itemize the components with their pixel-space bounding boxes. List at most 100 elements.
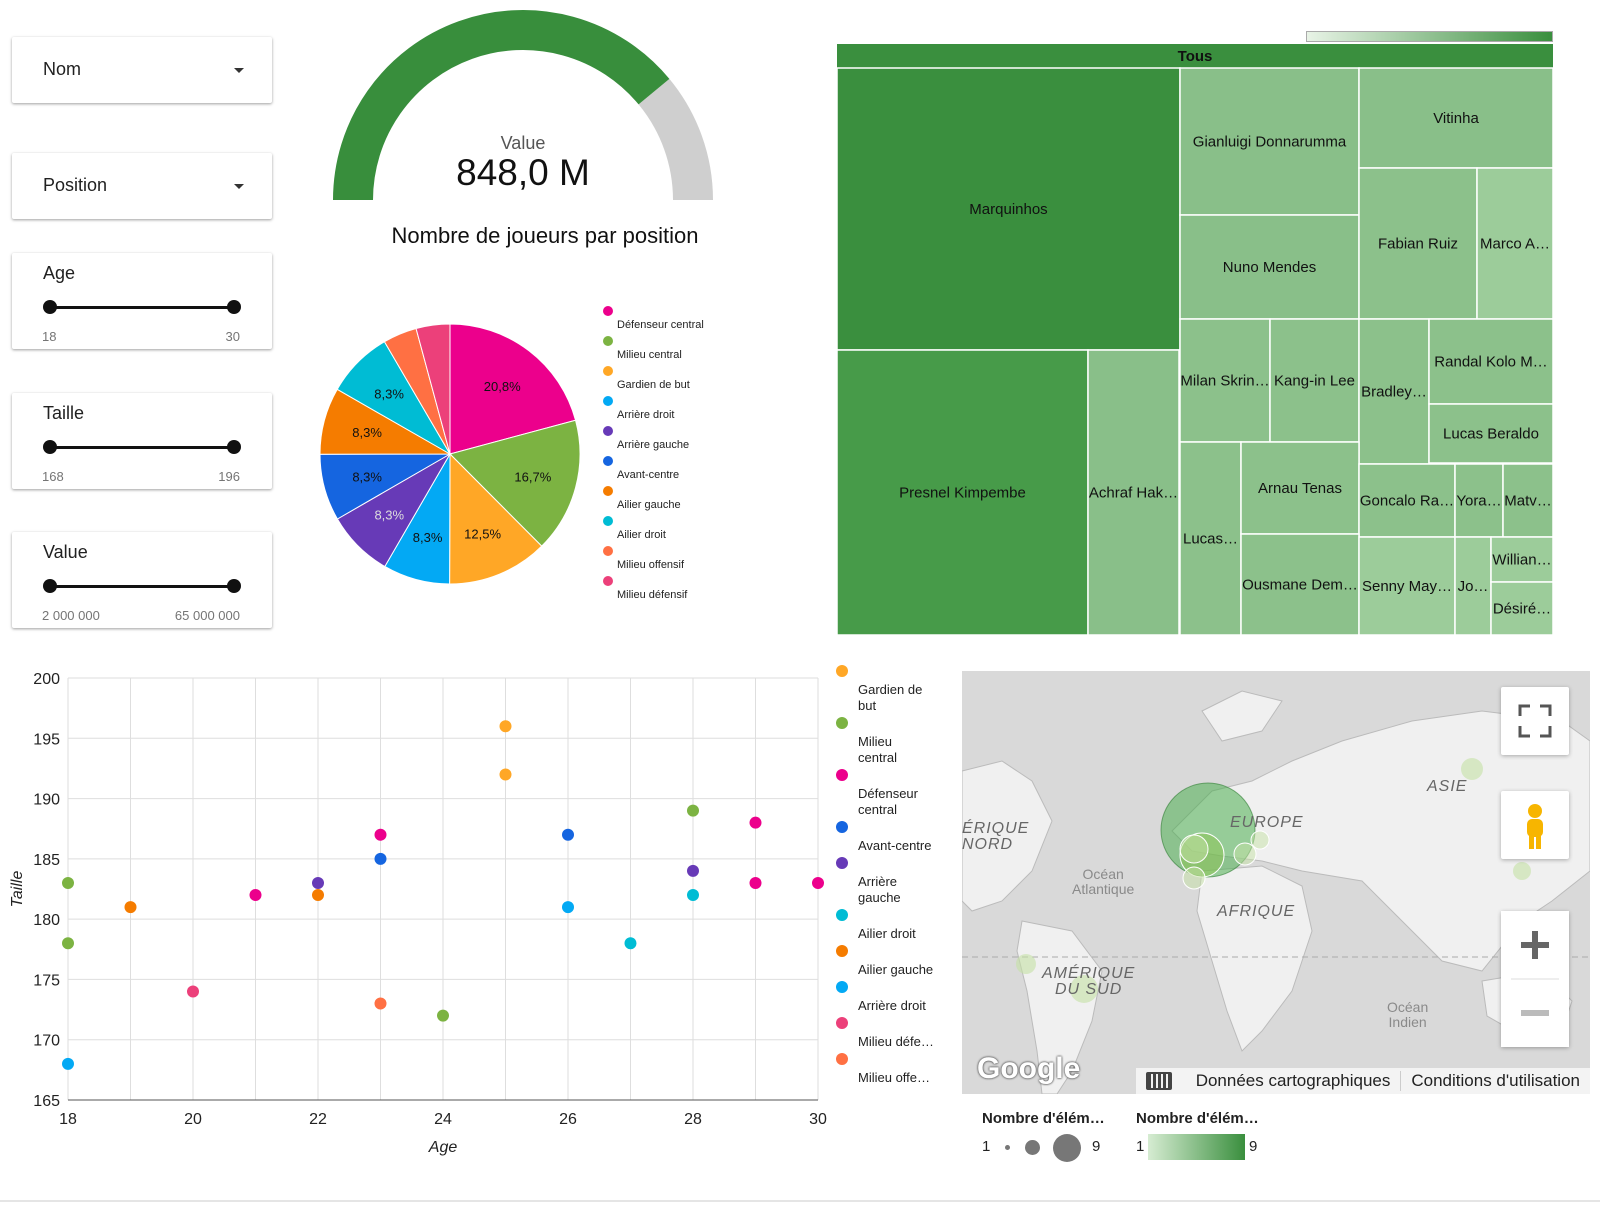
map[interactable]: EUROPE ASIE AFRIQUE ÉRIQUE NORD AMÉRIQUE… (962, 671, 1590, 1094)
scatter-legend-marker-4 (836, 857, 848, 869)
map-data-link[interactable]: Données cartographiques (1195, 1071, 1391, 1090)
taille-slider-max-handle[interactable] (227, 440, 241, 454)
scatter-point-4-0[interactable] (312, 876, 324, 889)
treemap-cell-label-9: Kang-in Lee (1274, 373, 1355, 390)
treemap-header[interactable] (837, 44, 1553, 68)
treemap-cell-17[interactable] (1502, 463, 1553, 538)
treemap-cell-13[interactable] (1179, 441, 1242, 635)
color-legend-max: 9 (1249, 1138, 1258, 1155)
age-slider-max: 30 (225, 329, 240, 344)
treemap-cell-12[interactable] (1428, 403, 1553, 464)
scatter-legend-label-3[interactable]: Avant-centre (858, 838, 931, 853)
pie-legend-label-3[interactable]: Arrière droit (617, 409, 674, 421)
scatter-point-6-0[interactable] (124, 901, 137, 914)
scatter-point-4-1[interactable] (687, 864, 699, 877)
treemap-cell-9[interactable] (1269, 318, 1360, 443)
scatter-point-2-4[interactable] (812, 876, 824, 889)
pie-slice-label-5: 8,3% (352, 469, 382, 484)
scatter-point-9-0[interactable] (374, 997, 387, 1010)
scatter-point-3-0[interactable] (374, 852, 387, 865)
scatter-legend-label-1[interactable]: Milieu central (858, 734, 897, 765)
treemap-cell-14[interactable] (1240, 441, 1360, 535)
scatter-legend-marker-1 (836, 717, 848, 729)
pie-slice-label-0: 20,8% (484, 379, 521, 394)
position-dropdown[interactable]: Position (12, 153, 272, 219)
scatter-legend-label-9[interactable]: Milieu offe… (858, 1070, 930, 1085)
scatter-point-0-1[interactable] (499, 768, 512, 781)
scatter-point-5-1[interactable] (624, 937, 637, 950)
scatter-point-7-0[interactable] (62, 1057, 74, 1070)
pie-legend-label-7[interactable]: Ailier droit (617, 529, 666, 541)
scatter-point-1-2[interactable] (437, 1009, 449, 1022)
age-taille-scatter: 165 170 175 180 185 190 195 200 18 20 22 24 26 28 30 Ag… (9, 665, 934, 1156)
treemap-cell-6[interactable] (1358, 167, 1478, 320)
scatter-legend-marker-9 (836, 1053, 848, 1065)
pie-legend-label-6[interactable]: Ailier gauche (617, 499, 681, 511)
treemap-cell-4[interactable] (1358, 67, 1553, 169)
zoom-out-button[interactable] (1501, 981, 1569, 1047)
pie-slice-2[interactable] (449, 452, 543, 585)
pie-legend-label-8[interactable]: Milieu offensif (617, 559, 685, 571)
pie-legend-label-4[interactable]: Arrière gauche (617, 439, 689, 451)
map-size-legend: 1 9 (982, 1134, 1112, 1162)
treemap-cell-10[interactable] (1358, 318, 1430, 465)
scatter-legend-label-2[interactable]: Défenseur central (858, 786, 919, 817)
scatter-point-0-0[interactable] (499, 720, 512, 733)
age-slider-min-handle[interactable] (43, 300, 57, 314)
scatter-point-2-1[interactable] (374, 828, 387, 841)
treemap-cell-18[interactable] (1240, 533, 1360, 635)
fullscreen-button[interactable] (1501, 687, 1569, 755)
taille-slider-track[interactable] (49, 446, 234, 449)
treemap-cell-5[interactable] (1179, 214, 1360, 320)
street-view-button[interactable] (1501, 791, 1569, 859)
scatter-point-1-1[interactable] (62, 937, 74, 950)
scatter-legend-label-7[interactable]: Arrière droit (858, 998, 926, 1013)
age-slider-max-handle[interactable] (227, 300, 241, 314)
scatter-point-2-2[interactable] (749, 816, 762, 829)
treemap-cell-7[interactable] (1476, 167, 1553, 320)
pie-slice-1[interactable] (449, 419, 581, 547)
value-slider-card: Value 2 000 000 65 000 000 (12, 532, 272, 628)
treemap-cell-3[interactable] (1179, 67, 1360, 216)
zoom-in-button[interactable] (1501, 911, 1569, 977)
pie-legend-label-5[interactable]: Avant-centre (617, 469, 679, 481)
y-tick-label-7: 200 (33, 671, 60, 688)
value-slider-track[interactable] (49, 585, 234, 588)
scatter-legend-label-0[interactable]: Gardien de but (858, 682, 922, 713)
scatter-point-1-0[interactable] (62, 876, 74, 889)
scatter-point-6-1[interactable] (312, 889, 324, 902)
scatter-point-2-0[interactable] (249, 889, 262, 902)
nom-dropdown[interactable]: Nom (12, 37, 272, 103)
scatter-point-7-1[interactable] (562, 901, 574, 914)
keyboard-icon[interactable] (1145, 1072, 1172, 1090)
pie-slice-9[interactable] (415, 323, 451, 455)
color-legend-gradient (1148, 1134, 1245, 1160)
treemap-cell-1[interactable] (837, 349, 1089, 635)
scatter-legend-label-8[interactable]: Milieu défe… (858, 1034, 934, 1049)
scatter-legend-label-5[interactable]: Ailier droit (858, 926, 916, 941)
scatter-legend-label-4[interactable]: Arrière gauche (858, 874, 901, 905)
treemap-cell-21[interactable] (1490, 536, 1553, 583)
treemap-cell-22[interactable] (1490, 581, 1553, 635)
taille-slider-min-handle[interactable] (43, 440, 57, 454)
treemap-cell-2[interactable] (1087, 349, 1180, 635)
scatter-point-1-3[interactable] (687, 804, 699, 817)
age-slider-track[interactable] (49, 306, 234, 309)
pie-legend-label-2[interactable]: Gardien de but (617, 379, 690, 391)
pie-legend-label-9[interactable]: Milieu défensif (617, 589, 688, 600)
pie-legend-label-1[interactable]: Milieu central (617, 349, 682, 361)
terms-link[interactable]: Conditions d'utilisation (1400, 1071, 1590, 1091)
treemap-cell-16[interactable] (1454, 463, 1504, 538)
scatter-legend-marker-7 (836, 981, 848, 993)
scatter-point-3-1[interactable] (562, 828, 574, 841)
pie-legend-label-0[interactable]: Défenseur central (617, 319, 704, 331)
value-slider-max-handle[interactable] (227, 579, 241, 593)
scatter-point-5-0[interactable] (687, 889, 699, 902)
scatter-point-2-3[interactable] (749, 876, 762, 889)
scatter-legend-label-6[interactable]: Ailier gauche (858, 962, 933, 977)
value-slider-min-handle[interactable] (43, 579, 57, 593)
treemap-cell-label-22: Désiré… (1493, 601, 1551, 618)
map-label-amerique-sud: AMÉRIQUE DU SUD (1042, 965, 1136, 998)
scatter-point-8-0[interactable] (187, 985, 199, 998)
pie-slice-0[interactable] (449, 323, 577, 455)
